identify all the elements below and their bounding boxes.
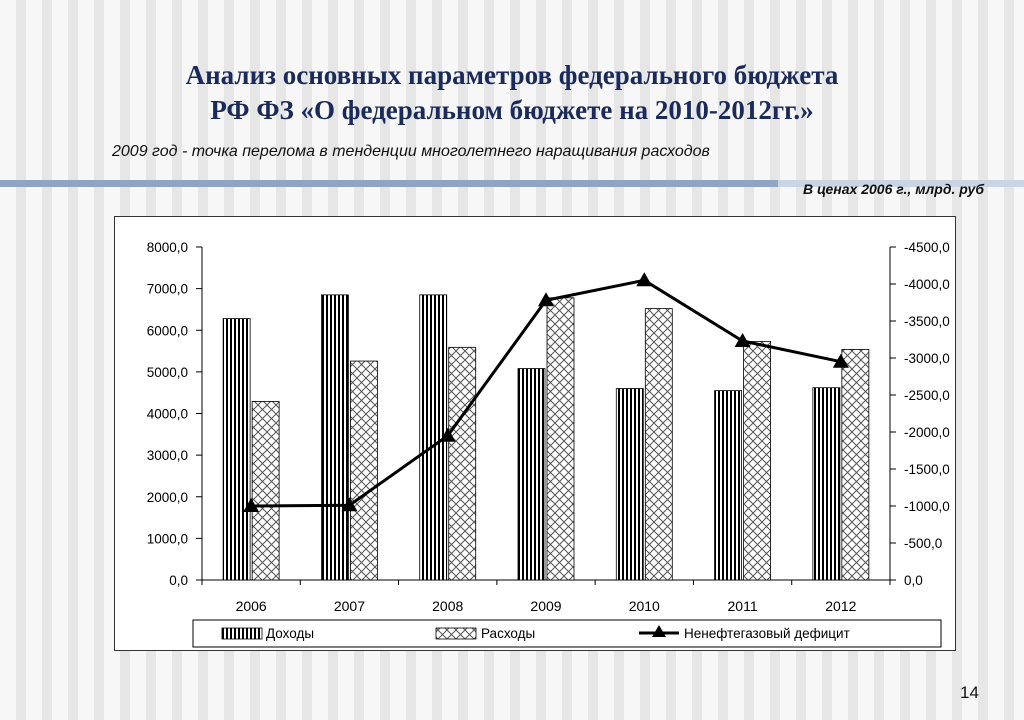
legend-swatch-dokhody [221, 627, 263, 640]
x-tick-label: 2006 [236, 598, 267, 614]
deficit-point-marker [243, 498, 260, 512]
legend-box [192, 619, 942, 648]
deficit-point-marker [636, 272, 653, 287]
y-right-tick-label: -500,0 [904, 536, 942, 551]
deficit-point-marker [341, 497, 358, 512]
x-tick-label: 2010 [629, 598, 660, 614]
bar-raskhody [448, 346, 477, 581]
legend-swatch-deficit-marker [652, 625, 666, 637]
bar-dokhody [222, 318, 251, 581]
units-note: В ценах 2006 г., млрд. руб [803, 181, 985, 197]
bar-raskhody [644, 308, 673, 581]
bar-dokhody [812, 387, 841, 581]
y-right-tick-label: -4500,0 [904, 240, 950, 255]
y-left-tick-label: 5000,0 [147, 365, 188, 380]
page-number: 14 [960, 683, 979, 702]
y-left-tick-label: 1000,0 [147, 531, 188, 546]
legend-label-deficit: Ненефтегазовый дефицит [684, 626, 850, 641]
title-line-1: Анализ основных параметров федерального … [185, 60, 839, 90]
x-tick-label: 2012 [825, 598, 856, 614]
y-right-tick-label: -1000,0 [904, 499, 950, 514]
y-left-tick-label: 7000,0 [147, 282, 188, 297]
y-left-tick-label: 8000,0 [147, 240, 188, 255]
x-tick-label: 2009 [530, 598, 561, 614]
chart-axes: 0,0 1000,0 2000,0 3000,0 4000,0 5000,0 6000,0 7… [147, 240, 950, 588]
y-left-tick-label: 3000,0 [147, 448, 188, 463]
divider-rule-dark [0, 180, 778, 187]
budget-chart: 0,0 1000,0 2000,0 3000,0 4000,0 5000,0 6000,0 7… [147, 240, 950, 648]
legend-swatch-raskhody [435, 627, 477, 640]
bar-raskhody [350, 360, 378, 581]
bar-dokhody [517, 368, 546, 581]
deficit-line-series [243, 272, 849, 512]
legend-label-raskhody: Расходы [481, 626, 535, 641]
y-right-tick-label: -4000,0 [904, 277, 950, 292]
x-tick-label: 2011 [728, 598, 758, 614]
x-tick-label: 2008 [432, 598, 463, 614]
deficit-point-marker [832, 353, 849, 368]
bar-dokhody [615, 388, 644, 581]
deficit-point-marker [538, 292, 554, 307]
y-left-tick-label: 0,0 [169, 573, 188, 588]
bar-raskhody [251, 401, 280, 581]
chart-bars [222, 294, 870, 581]
divider-rule-light [778, 180, 1024, 187]
y-right-tick-label: -1500,0 [904, 462, 950, 477]
slide-subtitle: 2009 год - точка перелома в тенденции мн… [112, 143, 710, 160]
y-right-tick-label: 0,0 [904, 573, 923, 588]
y-left-tick-label: 2000,0 [147, 490, 188, 505]
x-axis-labels: 2006 2007 2008 2009 2010 2011 2012 [201, 580, 891, 614]
deficit-point-marker [439, 427, 456, 442]
chart-legend: Доходы Расходы Ненефтегазовый дефицит [192, 619, 942, 648]
deficit-point-marker [734, 332, 751, 347]
bar-raskhody [743, 341, 771, 581]
bar-dokhody [714, 390, 742, 581]
y-left-tick-label: 6000,0 [147, 323, 188, 338]
y-right-tick-label: -2000,0 [904, 425, 950, 440]
slide-title: Анализ основных параметров федерального … [0, 58, 1024, 128]
y-right-tick-label: -2500,0 [904, 388, 950, 403]
y-right-tick-label: -3500,0 [904, 314, 950, 329]
title-line-2: РФ ФЗ «О федеральном бюджете на 2010-201… [210, 95, 814, 125]
x-tick-label: 2007 [334, 598, 365, 614]
y-right-tick-label: -3000,0 [904, 351, 950, 366]
bar-raskhody [546, 297, 575, 581]
bar-dokhody [321, 294, 349, 581]
y-left-tick-label: 4000,0 [147, 407, 188, 422]
legend-label-dokhody: Доходы [266, 626, 314, 641]
bar-raskhody [841, 348, 870, 581]
